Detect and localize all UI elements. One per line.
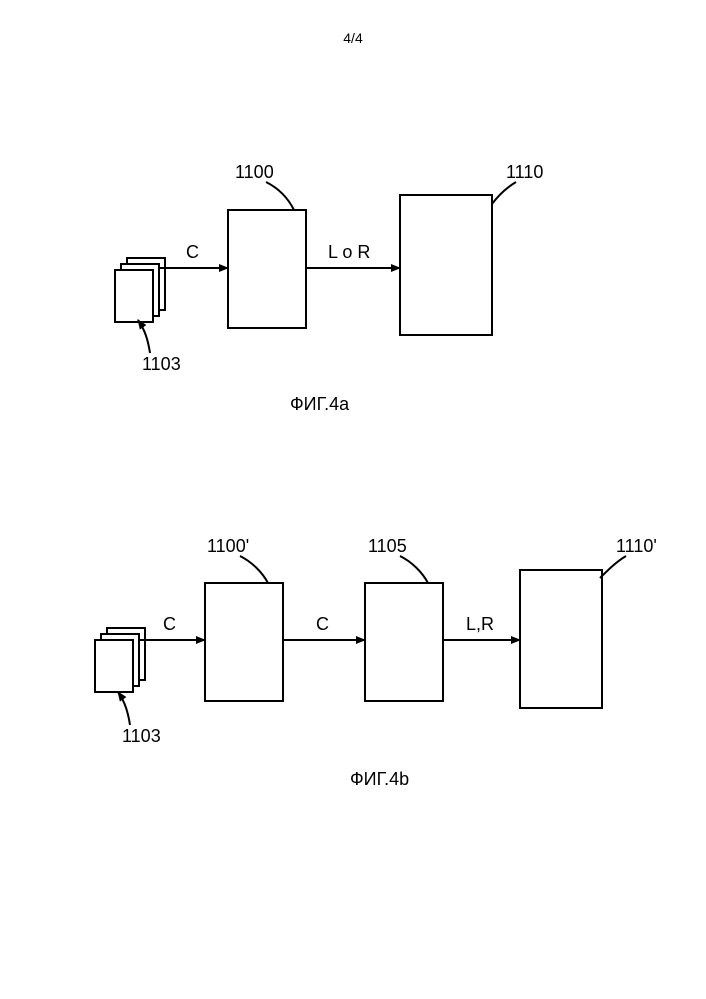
arrow-label: C [186, 242, 199, 262]
page: 4/4 CL o R110311001110ФИГ.4aCCL,R1103110… [0, 0, 706, 999]
leader-line [600, 556, 626, 578]
leader-line [492, 182, 516, 204]
ref-number: 1100 [235, 162, 274, 182]
block-b1100p [205, 583, 283, 701]
block-b1105 [365, 583, 443, 701]
ref-number: 1100' [207, 536, 249, 556]
leader-line [138, 320, 150, 353]
ref-number: 1103 [122, 726, 161, 746]
leader-line [240, 556, 268, 583]
block-b1110 [400, 195, 492, 335]
document-stack-icon [95, 628, 145, 692]
ref-number: 1103 [142, 354, 181, 374]
ref-number: 1105 [368, 536, 407, 556]
document-stack-icon [115, 258, 165, 322]
arrow-label: C [316, 614, 329, 634]
arrow-label: L,R [466, 614, 494, 634]
diagram-svg: C L o R 1103 1100 1110 ФИГ.4a C C L,R 1103 1100' 11… [0, 0, 706, 999]
ref-number: 1110' [616, 536, 657, 556]
arrow-label: L o R [328, 242, 370, 262]
ref-number: 1110 [506, 162, 543, 182]
leader-line [118, 692, 130, 725]
figure-caption: ФИГ.4b [350, 769, 409, 789]
block-b1110p [520, 570, 602, 708]
leader-line [400, 556, 428, 583]
leader-line [266, 182, 294, 210]
arrow-label: C [163, 614, 176, 634]
figure-caption: ФИГ.4a [290, 394, 350, 414]
block-b1100 [228, 210, 306, 328]
